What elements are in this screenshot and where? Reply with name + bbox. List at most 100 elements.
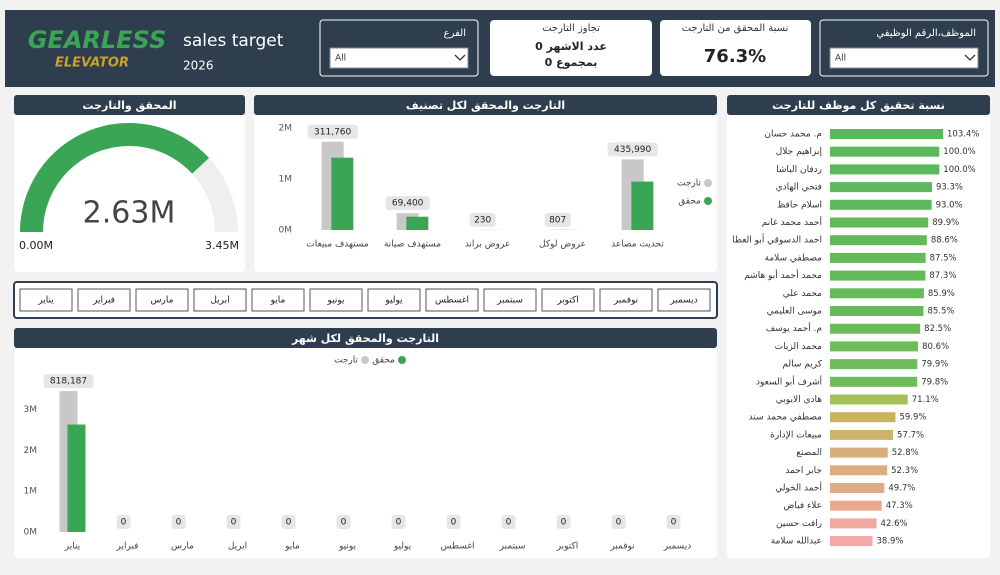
employee-name: محمد علي	[783, 289, 822, 299]
remaining-label: 0	[451, 518, 457, 528]
month-button[interactable]	[77, 288, 131, 312]
remaining-label: 0	[671, 518, 677, 528]
month-button[interactable]	[309, 288, 363, 312]
employee-bar	[830, 270, 926, 281]
month-button[interactable]	[541, 288, 595, 312]
panel-title: نسبة تحقيق كل موظف للتارجت	[772, 99, 945, 112]
gauge-fill	[20, 122, 209, 232]
month-button-label: ديسمبر	[669, 296, 697, 306]
employee-value: 52.8%	[892, 448, 919, 458]
employee-name: م. أحمد يوسف	[766, 322, 822, 334]
filter-dropdown[interactable]	[329, 47, 469, 69]
employee-bar	[830, 483, 885, 493]
x-tick-label: مستهدف صيانة	[384, 240, 441, 250]
month-button[interactable]	[599, 288, 653, 312]
month-button[interactable]	[483, 288, 537, 312]
employee-value: 38.9%	[877, 537, 904, 547]
remaining-label: 0	[176, 518, 182, 528]
month-button[interactable]	[19, 288, 73, 312]
employee-name: م. محمد حسان	[764, 130, 822, 140]
x-tick-label: تحديث مصاعد	[611, 240, 664, 250]
chevron	[964, 54, 976, 61]
employee-name: رافت حسين	[776, 519, 822, 529]
legend-label: تارجت	[334, 356, 358, 366]
employee-name: مصطفي سلامة	[765, 253, 823, 263]
y-tick-label: 2M	[24, 446, 38, 456]
filter-box	[319, 19, 479, 77]
employee-value: 42.6%	[881, 519, 908, 529]
y-tick-label: 1M	[24, 487, 38, 497]
remaining-label: 0	[561, 518, 567, 528]
remaining-label-box	[556, 515, 571, 529]
legend-swatch	[361, 356, 369, 364]
x-tick-label: يونيو	[338, 542, 357, 552]
legend-label: محقق	[372, 356, 395, 366]
legend-label: محقق	[678, 197, 701, 207]
employee-bar	[830, 536, 873, 547]
month-button-label: يونيو	[326, 296, 345, 306]
month-button-label: فبراير	[92, 296, 115, 306]
card-title: نسبة المحقق من التارجت	[682, 23, 789, 34]
employee-bar	[830, 412, 896, 423]
remaining-label: 230	[474, 215, 491, 225]
filter-box	[819, 19, 989, 77]
month-button[interactable]	[193, 288, 247, 312]
logo-top: GEARLESS	[28, 26, 167, 54]
remaining-label-box	[385, 196, 430, 211]
legend-label: تارجت	[677, 179, 701, 189]
employee-value: 85.9%	[928, 289, 955, 299]
remaining-label: 0	[341, 518, 347, 528]
employee-name: اسلام حافظ	[777, 200, 822, 210]
employee-value: 89.9%	[932, 218, 959, 228]
x-tick-label: سبتمبر	[499, 542, 526, 552]
employee-value: 100.0%	[943, 147, 975, 157]
month-button[interactable]	[425, 288, 479, 312]
remaining-label-box	[544, 212, 571, 227]
employee-bar	[830, 500, 882, 511]
gauge-min: 0.00M	[19, 239, 53, 252]
slicer-panel	[13, 281, 718, 319]
employee-value: 47.3%	[886, 501, 913, 511]
achieved-bar	[67, 424, 86, 532]
panel-title: التارجت والمحقق لكل شهر	[291, 332, 439, 345]
employee-name: كريم سالم	[782, 360, 822, 370]
employee-name: أحمد محمد غانم	[762, 216, 822, 228]
filter-label: الفرع	[444, 28, 466, 39]
month-button[interactable]	[657, 288, 711, 312]
employee-name: المصنع	[796, 448, 822, 458]
x-tick-label: عروض براند	[465, 240, 511, 250]
month-button[interactable]	[367, 288, 421, 312]
employee-name: علاء فياض	[784, 501, 822, 511]
month-button-label: ابريل	[210, 296, 229, 306]
panel	[254, 95, 717, 272]
remaining-label: 0	[396, 518, 402, 528]
employee-bar	[830, 429, 894, 440]
employee-bar	[830, 164, 940, 175]
filter-dropdown[interactable]	[829, 47, 979, 69]
employee-name: محمد الزيات	[775, 342, 823, 352]
employee-bar	[830, 518, 877, 529]
legend-swatch	[704, 179, 712, 187]
gauge-value: 2.63M	[83, 196, 176, 231]
month-button[interactable]	[135, 288, 189, 312]
employee-bar	[830, 235, 927, 246]
employee-bar	[830, 323, 921, 334]
employee-bar	[830, 447, 888, 458]
remaining-label-box	[607, 142, 658, 157]
month-button-label: نوفمبر	[613, 296, 638, 306]
x-tick-label: ابريل	[228, 542, 247, 552]
remaining-label-box	[116, 515, 131, 529]
logo-bottom: ELEVATOR	[55, 56, 129, 71]
employee-bar	[830, 341, 919, 352]
employee-value: 88.6%	[931, 236, 958, 246]
legend-swatch	[398, 356, 406, 364]
remaining-label-box	[391, 515, 406, 529]
remaining-label-box	[281, 515, 296, 529]
employee-value: 49.7%	[888, 484, 915, 494]
employee-name: ردفان الباشا	[776, 165, 822, 175]
employee-bar	[830, 394, 908, 405]
filter-value: All	[335, 54, 346, 64]
employee-value: 85.5%	[927, 307, 954, 317]
employee-value: 87.3%	[929, 271, 956, 281]
month-button[interactable]	[251, 288, 305, 312]
